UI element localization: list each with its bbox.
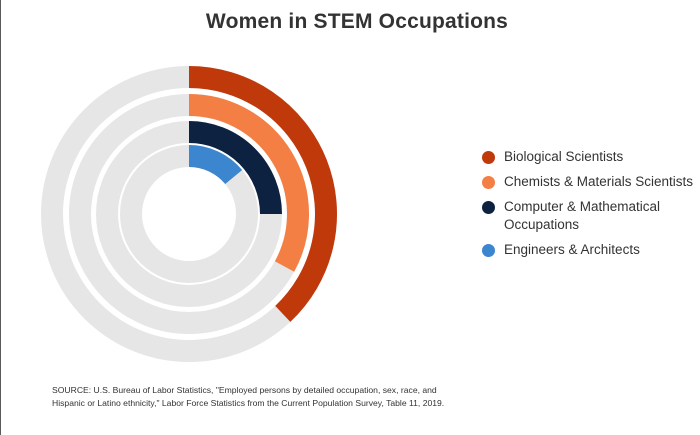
legend-swatch xyxy=(482,201,495,214)
legend-swatch xyxy=(482,151,495,164)
chart-title: Women in STEM Occupations xyxy=(205,10,509,33)
legend-swatch xyxy=(482,244,495,257)
legend-item: Engineers & Architects xyxy=(482,241,697,259)
legend-item: Chemists & Materials Scientists xyxy=(482,173,697,191)
legend-label: Biological Scientists xyxy=(504,149,624,164)
legend-label: Chemists & Materials Scientists xyxy=(504,174,694,189)
legend-swatch xyxy=(482,176,495,189)
legend-label: Engineers & Architects xyxy=(504,242,640,257)
legend-item: Computer & Mathematical Occupations xyxy=(482,198,697,234)
ring-bar xyxy=(188,94,309,272)
source-note: SOURCE: U.S. Bureau of Labor Statistics,… xyxy=(52,385,445,408)
legend-item: Biological Scientists xyxy=(482,148,697,166)
ring-bar xyxy=(188,66,337,322)
legend: Biological Scientists Chemists & Materia… xyxy=(482,148,697,266)
ring-bar xyxy=(188,145,243,185)
legend-label: Computer & Mathematical Occupations xyxy=(504,199,661,232)
frame-edge xyxy=(0,0,1,435)
ring-bar xyxy=(188,121,282,215)
